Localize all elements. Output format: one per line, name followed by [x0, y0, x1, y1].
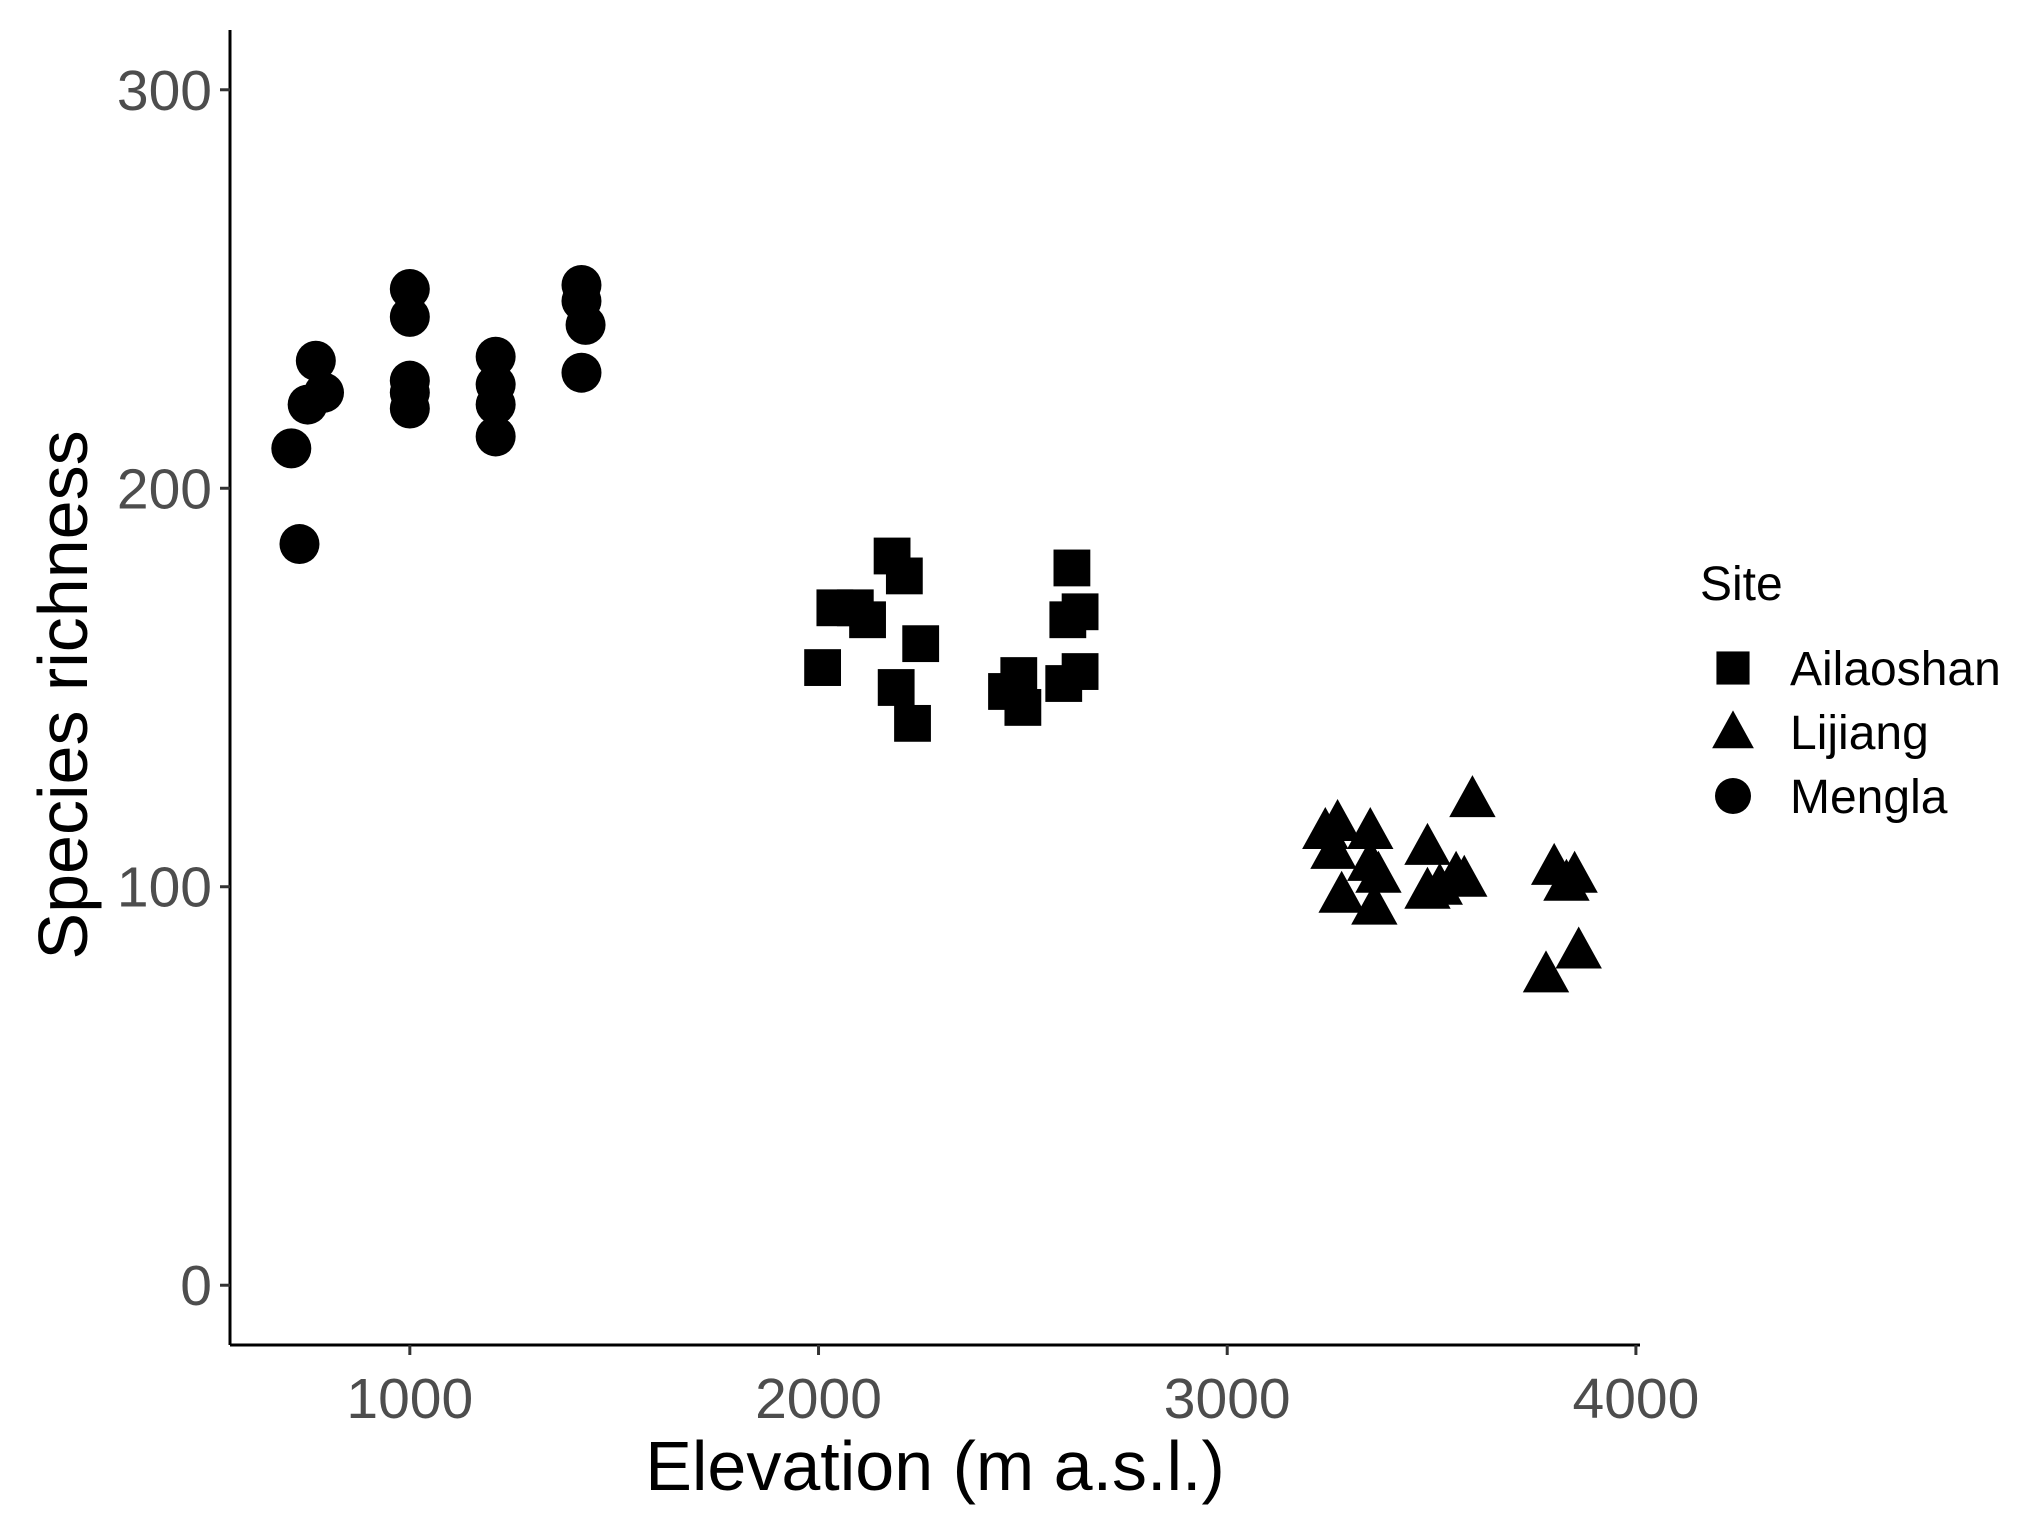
- y-tick-label: 300: [117, 59, 212, 123]
- data-point-circle: [279, 524, 320, 565]
- data-point-square: [1053, 549, 1091, 587]
- data-point-square: [877, 669, 915, 706]
- legend-entry-lijiang: Lijiang: [1712, 707, 1929, 760]
- data-point-circle: [295, 340, 336, 381]
- data-point-square: [894, 704, 931, 742]
- y-tick-label: 0: [180, 1254, 212, 1318]
- legend-square-icon: [1716, 651, 1750, 685]
- legend: Site Ailaoshan Lijiang Mengla: [1700, 558, 2001, 824]
- data-point-triangle: [1449, 775, 1496, 818]
- data-point-circle: [561, 352, 602, 393]
- series-mengla: [271, 265, 606, 565]
- y-axis-title: Species richness: [24, 430, 102, 959]
- y-tick-label: 200: [117, 457, 212, 521]
- data-point-circle: [475, 416, 516, 457]
- data-point-circle: [271, 428, 312, 469]
- legend-entries: Ailaoshan Lijiang Mengla: [1712, 643, 2001, 824]
- data-point-square: [1000, 657, 1038, 694]
- legend-entry-mengla: Mengla: [1715, 771, 1948, 824]
- data-point-circle: [389, 269, 430, 310]
- data-point-square: [1004, 689, 1042, 726]
- legend-label: Mengla: [1790, 771, 1948, 824]
- data-point-triangle: [1441, 854, 1488, 897]
- data-point-square: [804, 649, 842, 686]
- y-tick-label: 100: [117, 856, 212, 920]
- data-point-triangle: [1404, 822, 1451, 865]
- data-point-circle: [389, 388, 430, 429]
- legend-entry-ailaoshan: Ailaoshan: [1716, 643, 2001, 696]
- legend-circle-icon: [1715, 778, 1751, 814]
- data-point-circle: [475, 384, 516, 425]
- data-point-triangle: [1314, 798, 1361, 841]
- data-point-square: [1061, 653, 1099, 690]
- data-point-circle: [304, 372, 344, 413]
- data-points: [271, 265, 1602, 993]
- legend-label: Ailaoshan: [1790, 643, 2001, 696]
- x-axis-ticks: 1000 2000 3000 4000: [346, 1345, 1699, 1431]
- series-lijiang: [1302, 775, 1602, 993]
- data-point-circle: [389, 296, 430, 337]
- x-tick-label: 1000: [346, 1367, 473, 1431]
- data-point-square: [885, 557, 923, 595]
- data-point-square: [902, 625, 940, 663]
- x-tick-label: 4000: [1573, 1367, 1700, 1431]
- x-axis-title: Elevation (m a.s.l.): [645, 1427, 1225, 1505]
- series-ailaoshan: [804, 537, 1099, 742]
- legend-title: Site: [1700, 558, 1783, 611]
- data-point-circle: [565, 304, 606, 345]
- x-tick-label: 2000: [755, 1367, 882, 1431]
- data-point-triangle: [1522, 950, 1570, 993]
- data-point-square: [1061, 593, 1099, 631]
- data-point-triangle: [1318, 870, 1365, 913]
- data-point-triangle: [1355, 850, 1402, 893]
- data-point-triangle: [1551, 850, 1598, 893]
- legend-triangle-icon: [1712, 710, 1754, 749]
- data-point-triangle: [1347, 806, 1394, 849]
- data-point-triangle: [1351, 882, 1398, 925]
- data-point-square: [849, 601, 886, 639]
- legend-label: Lijiang: [1790, 707, 1929, 760]
- axes: 1000 2000 3000 4000 0 100 200 300: [117, 30, 1699, 1431]
- x-tick-label: 3000: [1164, 1367, 1291, 1431]
- data-point-triangle: [1555, 926, 1602, 969]
- data-point-circle: [475, 336, 516, 377]
- y-axis-ticks: 0 100 200 300: [117, 59, 230, 1318]
- data-point-triangle: [1310, 826, 1357, 869]
